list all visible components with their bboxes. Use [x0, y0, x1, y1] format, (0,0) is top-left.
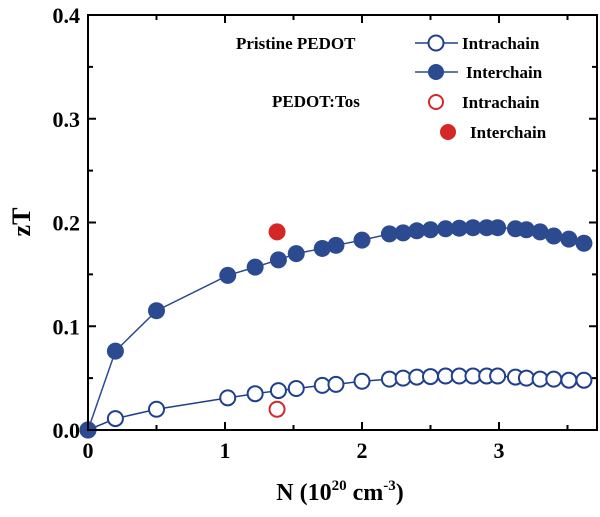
- y-tick-label: 0.3: [53, 107, 81, 132]
- data-point: [380, 225, 398, 243]
- legend-marker-tos-intra: [428, 94, 444, 110]
- series-pedot-tos-interchain: [268, 223, 286, 241]
- y-axis-label: zT: [7, 208, 36, 237]
- data-point: [287, 245, 305, 263]
- data-point: [353, 231, 371, 249]
- data-point: [560, 230, 578, 248]
- data-point: [394, 369, 412, 387]
- legend-group-pristine: Pristine PEDOT: [236, 34, 356, 53]
- data-point: [106, 342, 124, 360]
- series-pristine-pedot-interchain: [79, 219, 593, 439]
- data-point: [246, 385, 264, 403]
- x-tick-label: 3: [494, 438, 505, 463]
- data-point: [106, 410, 124, 428]
- legend-label-tos-inter: Interchain: [470, 123, 547, 142]
- x-tick-label: 0: [83, 438, 94, 463]
- plot-marks: [79, 219, 593, 439]
- data-point: [450, 219, 468, 237]
- data-point: [219, 266, 237, 284]
- data-point: [394, 224, 412, 242]
- data-point: [408, 222, 426, 240]
- data-point: [422, 368, 439, 386]
- x-tick-label: 1: [220, 438, 231, 463]
- legend-marker-pristine-inter: [428, 64, 444, 80]
- y-tick-label: 0.0: [53, 418, 81, 443]
- data-point: [489, 367, 507, 385]
- data-point: [575, 371, 593, 389]
- data-point: [437, 220, 455, 238]
- x-tick-label: 2: [357, 438, 368, 463]
- data-point: [380, 370, 398, 388]
- y-tick-label: 0.2: [53, 211, 81, 236]
- y-tick-label: 0.1: [53, 314, 81, 339]
- data-point: [517, 369, 535, 387]
- series-pristine-pedot-intrachain: [79, 367, 593, 439]
- data-point: [489, 219, 507, 237]
- data-point: [219, 389, 237, 407]
- data-point: [545, 227, 563, 245]
- data-point: [268, 400, 286, 418]
- data-point: [545, 370, 563, 388]
- legend-label-pristine-intra: Intrachain: [462, 34, 540, 53]
- legend-marker-tos-inter: [440, 124, 456, 140]
- data-point: [269, 251, 287, 269]
- data-point: [575, 234, 593, 252]
- x-axis-label: N (1020 cm-3): [276, 478, 403, 506]
- data-point: [148, 400, 165, 418]
- y-tick-label: 0.4: [53, 3, 81, 28]
- data-point: [464, 219, 482, 237]
- data-point: [268, 223, 286, 241]
- data-point: [517, 221, 535, 239]
- data-point: [313, 376, 331, 394]
- series-line: [87, 226, 585, 431]
- data-point: [531, 223, 549, 241]
- data-point: [560, 371, 578, 389]
- data-point: [287, 380, 305, 397]
- data-point: [313, 239, 331, 257]
- legend-label-pristine-inter: Interchain: [466, 63, 543, 82]
- legend: Pristine PEDOT Intrachain Interchain PED…: [236, 34, 547, 142]
- legend-label-tos-intra: Intrachain: [462, 93, 540, 112]
- data-point: [327, 236, 345, 254]
- legend-group-tos: PEDOT:Tos: [272, 92, 360, 111]
- data-point: [148, 302, 165, 320]
- axis-ticks: 0 1 2 3 0.0 0.1 0.2 0.3 0.4: [53, 3, 597, 463]
- series-pedot-tos-intrachain: [268, 400, 286, 418]
- data-point: [327, 375, 345, 393]
- data-point: [246, 258, 264, 276]
- data-point: [353, 372, 371, 390]
- data-point: [269, 382, 287, 400]
- data-point: [422, 221, 439, 239]
- legend-marker-pristine-intra: [427, 34, 445, 52]
